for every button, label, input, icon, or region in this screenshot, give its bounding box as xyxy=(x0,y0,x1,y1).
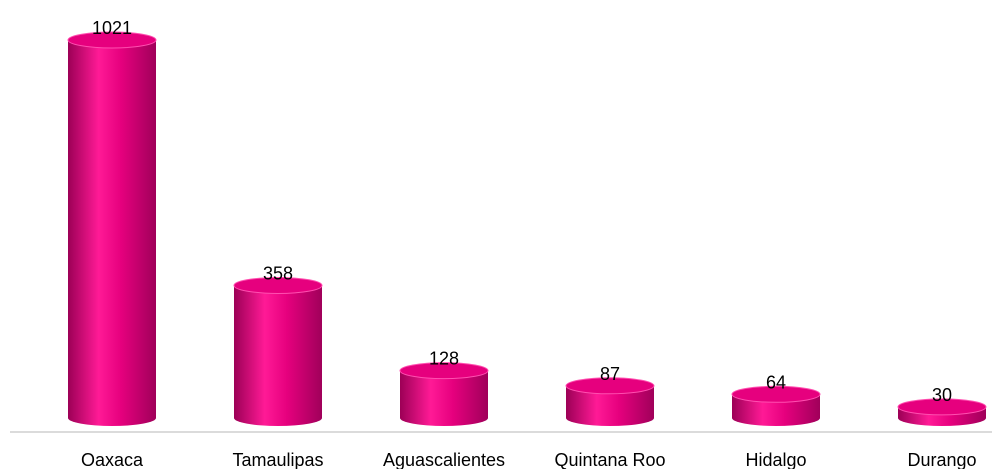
x-tick-label: Aguascalientes xyxy=(383,450,505,469)
value-label: 64 xyxy=(766,372,786,392)
value-label: 128 xyxy=(429,349,459,369)
bar-top xyxy=(731,385,821,403)
bar-body xyxy=(566,385,654,426)
value-label: 1021 xyxy=(92,18,132,38)
bar-body xyxy=(68,40,156,426)
bar-body xyxy=(732,394,820,426)
bar xyxy=(399,362,489,426)
x-tick-label: Hidalgo xyxy=(745,450,806,469)
bar xyxy=(67,31,157,426)
x-tick-label: Durango xyxy=(907,450,976,469)
bar-top xyxy=(67,31,157,49)
bar-top xyxy=(897,398,987,416)
value-label: 358 xyxy=(263,263,293,283)
bar xyxy=(565,377,655,426)
value-label: 87 xyxy=(600,364,620,384)
bar xyxy=(233,276,323,426)
bar-body xyxy=(400,370,488,426)
bar xyxy=(731,385,821,426)
bar-body xyxy=(234,285,322,426)
bar xyxy=(897,398,987,426)
value-label: 30 xyxy=(932,385,952,405)
x-tick-label: Quintana Roo xyxy=(554,450,665,469)
x-tick-label: Tamaulipas xyxy=(232,450,323,469)
bar-top xyxy=(399,362,489,380)
x-tick-label: Oaxaca xyxy=(81,450,144,469)
bar-top xyxy=(565,377,655,395)
bar-top xyxy=(233,276,323,294)
